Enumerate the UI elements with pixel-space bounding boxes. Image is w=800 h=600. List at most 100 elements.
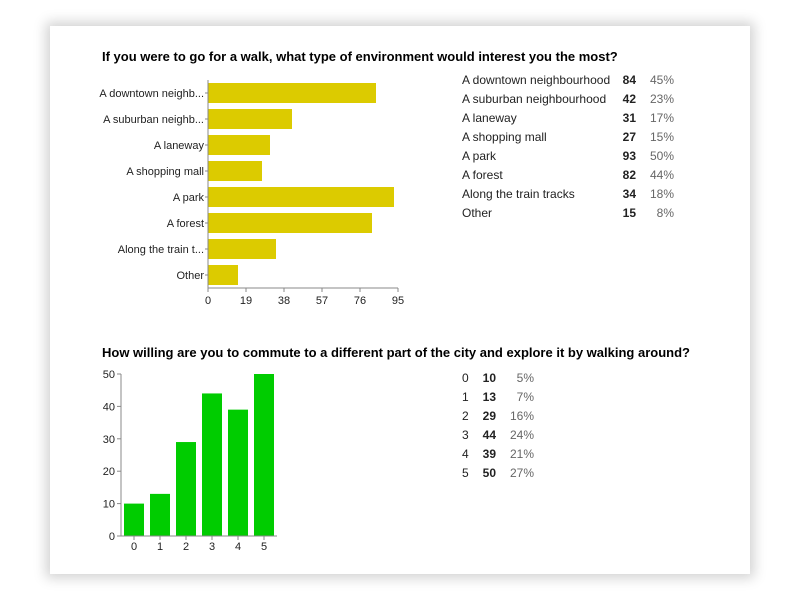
commute-count-2: 29 (482, 409, 496, 423)
environment-results-table: A downtown neighbourhood 84 45% A suburban … (462, 73, 682, 233)
environment-percent-0: 45% (649, 73, 674, 87)
commute-y-tick-label-2: 20 (103, 466, 115, 478)
commute-x-tick-label-2: 2 (183, 541, 189, 553)
commute-y-tick-label-5: 50 (103, 369, 115, 381)
environment-row-2: A laneway 31 17% (462, 111, 682, 130)
commute-label-4: 4 (462, 447, 469, 461)
commute-percent-1: 7% (516, 390, 534, 404)
y-tick-label-4: A park (173, 192, 205, 204)
y-tick-label-7: Other (176, 270, 204, 282)
environment-row-0: A downtown neighbourhood 84 45% (462, 73, 682, 92)
bar-5 (208, 213, 372, 233)
commute-row-4: 4 39 21% (462, 447, 542, 466)
environment-label-4: A park (462, 149, 497, 163)
commute-results-table: 0 10 5% 1 13 7% 2 29 16% 3 44 24% 4 39 21% 5 50 27% (462, 371, 542, 491)
environment-count-4: 93 (622, 149, 636, 163)
commute-row-2: 2 29 16% (462, 409, 542, 428)
environment-row-7: Other 15 8% (462, 206, 682, 225)
environment-percent-5: 44% (649, 168, 674, 182)
environment-label-7: Other (462, 206, 493, 220)
environment-percent-2: 17% (649, 111, 674, 125)
commute-y-tick-label-0: 0 (109, 531, 115, 543)
x-tick-label-2: 38 (278, 295, 290, 307)
environment-percent-7: 8% (656, 206, 674, 220)
y-tick-label-5: A forest (167, 218, 204, 230)
commute-x-tick-label-3: 3 (209, 541, 215, 553)
commute-label-1: 1 (462, 390, 469, 404)
commute-percent-5: 27% (509, 466, 534, 480)
x-tick-label-4: 76 (354, 295, 366, 307)
environment-percent-6: 18% (649, 187, 674, 201)
commute-bar-5 (254, 374, 274, 536)
commute-y-tick-label-4: 40 (103, 401, 115, 413)
environment-percent-4: 50% (649, 149, 674, 163)
y-tick-label-1: A suburban neighb... (103, 114, 204, 126)
environment-count-5: 82 (622, 168, 636, 182)
commute-y-tick-label-3: 30 (103, 434, 115, 446)
commute-label-3: 3 (462, 428, 469, 442)
question-1-title: If you were to go for a walk, what type … (102, 49, 618, 64)
commute-count-5: 50 (482, 466, 496, 480)
environment-label-1: A suburban neighbourhood (462, 92, 607, 106)
commute-bar-1 (150, 493, 170, 536)
environment-percent-3: 15% (649, 130, 674, 144)
bar-2 (208, 135, 270, 155)
environment-label-6: Along the train tracks (462, 187, 575, 201)
bar-6 (208, 239, 276, 259)
environment-row-5: A forest 82 44% (462, 168, 682, 187)
environment-percent-1: 23% (649, 92, 674, 106)
environment-count-3: 27 (622, 130, 636, 144)
environment-row-3: A shopping mall 27 15% (462, 130, 682, 149)
commute-bar-3 (202, 393, 222, 536)
bar-0 (208, 83, 376, 103)
commute-x-tick-label-0: 0 (131, 541, 137, 553)
y-tick-label-6: Along the train t... (118, 244, 204, 256)
x-tick-label-0: 0 (205, 295, 211, 307)
commute-row-0: 0 10 5% (462, 371, 542, 390)
environment-label-0: A downtown neighbourhood (462, 73, 611, 87)
commute-percent-3: 24% (509, 428, 534, 442)
environment-count-0: 84 (622, 73, 636, 87)
commute-row-5: 5 50 27% (462, 466, 542, 485)
x-tick-label-3: 57 (316, 295, 328, 307)
environment-label-5: A forest (462, 168, 503, 182)
commute-count-3: 44 (482, 428, 496, 442)
commute-label-5: 5 (462, 466, 469, 480)
environment-label-2: A laneway (462, 111, 517, 125)
commute-row-1: 1 13 7% (462, 390, 542, 409)
environment-row-4: A park 93 50% (462, 149, 682, 168)
commute-y-tick-label-1: 10 (103, 499, 115, 511)
y-tick-label-2: A laneway (154, 140, 205, 152)
commute-percent-2: 16% (509, 409, 534, 423)
commute-bar-2 (176, 442, 196, 536)
commute-x-tick-label-1: 1 (157, 541, 163, 553)
commute-count-0: 10 (482, 371, 496, 385)
commute-x-tick-label-4: 4 (235, 541, 241, 553)
commute-percent-4: 21% (509, 447, 534, 461)
environment-count-2: 31 (622, 111, 636, 125)
question-2-title: How willing are you to commute to a diff… (102, 345, 690, 360)
environment-label-3: A shopping mall (462, 130, 547, 144)
commute-label-2: 2 (462, 409, 469, 423)
commute-row-3: 3 44 24% (462, 428, 542, 447)
survey-results-card: If you were to go for a walk, what type … (50, 26, 750, 574)
commute-count-4: 39 (482, 447, 496, 461)
commute-percent-0: 5% (516, 371, 534, 385)
x-tick-label-5: 95 (392, 295, 404, 307)
commute-bar-0 (124, 503, 144, 536)
environment-row-1: A suburban neighbourhood 42 23% (462, 92, 682, 111)
commute-label-0: 0 (462, 371, 469, 385)
bar-7 (208, 265, 238, 285)
bar-3 (208, 161, 262, 181)
x-tick-label-1: 19 (240, 295, 252, 307)
environment-count-1: 42 (622, 92, 636, 106)
environment-count-7: 15 (622, 206, 636, 220)
commute-x-tick-label-5: 5 (261, 541, 267, 553)
y-tick-label-0: A downtown neighb... (99, 88, 204, 100)
commute-bar-4 (228, 409, 248, 536)
bar-1 (208, 109, 292, 129)
environment-row-6: Along the train tracks 34 18% (462, 187, 682, 206)
commute-count-1: 13 (482, 390, 496, 404)
bar-4 (208, 187, 394, 207)
